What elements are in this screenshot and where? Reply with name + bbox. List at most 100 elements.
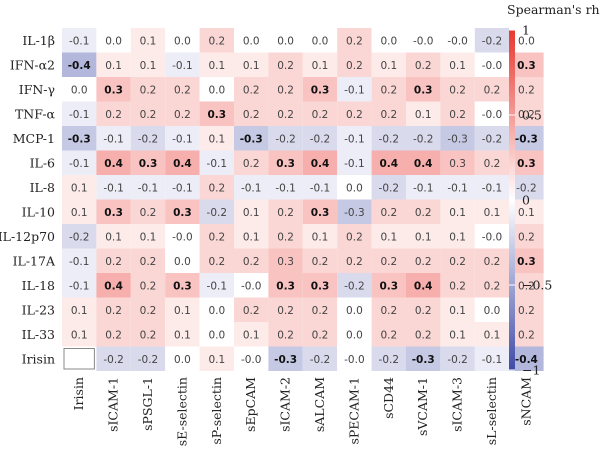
cell-value-label: 0.4: [414, 280, 433, 292]
heatmap-cell: [371, 150, 406, 175]
cell-value-label: 0.1: [312, 231, 329, 243]
heatmap-cell: [406, 175, 441, 200]
cell-value-label: 0.2: [140, 256, 157, 268]
cell-value-label: 0.3: [104, 84, 123, 96]
heatmap-cell: [130, 77, 166, 102]
row-labels: IL-1β IFN-α2 IFN-γ TNF-α MCP-1 IL-6 IL-8 IL-10 I…: [0, 33, 56, 367]
cell-value-label: 0.2: [518, 280, 535, 292]
heatmap-cell: [62, 248, 97, 273]
colorbar-tick-label: 0: [522, 193, 530, 208]
heatmap-cell: [96, 150, 131, 175]
column-label: sALCAM: [312, 377, 327, 432]
cell-value-label: 0.2: [243, 84, 260, 96]
cell-value-label: 0.0: [208, 84, 225, 96]
cell-value-label: 0.1: [105, 231, 122, 243]
cell-value-label: -0.1: [447, 182, 468, 194]
cell-value-label: 0.3: [517, 158, 536, 170]
column-label: sE-selectin: [174, 377, 189, 446]
cell-value-label: -0.1: [482, 182, 503, 194]
cell-value-label: -0.2: [275, 133, 296, 145]
heatmap-cell: [199, 224, 234, 249]
cell-value-label: -0.1: [69, 158, 90, 170]
cell-value-label: 0.2: [277, 84, 294, 96]
column-label: sEpCAM: [243, 377, 258, 432]
heatmap-cell: [474, 77, 510, 102]
heatmap-cell: [268, 175, 303, 200]
heatmap-cell: [474, 322, 510, 347]
cell-value-label: -0.0: [241, 280, 262, 292]
cell-value-label: -0.2: [413, 133, 434, 145]
heatmap-cell: [199, 175, 234, 200]
cell-value-label: -0.1: [344, 158, 365, 170]
cell-value-label: 0.2: [449, 84, 466, 96]
cell-value-label: -0.3: [68, 133, 91, 145]
heatmap-cell: [371, 28, 406, 53]
cell-value-label: -0.0: [241, 354, 262, 366]
cell-value-label: 0.2: [174, 84, 191, 96]
cell-value-label: -0.2: [379, 354, 400, 366]
heatmap-cell: [130, 248, 166, 273]
cell-value-label: 0.2: [140, 280, 157, 292]
column-label: sVCAM-1: [415, 377, 430, 436]
cell-value-label: 0.2: [277, 329, 294, 341]
heatmap-cell: [268, 248, 303, 273]
cell-value-label: 0.0: [312, 35, 329, 47]
cell-value-label: 0.3: [311, 280, 330, 292]
heatmap-cell: [406, 101, 441, 126]
heatmap-cell: [62, 126, 97, 151]
heatmap-cell: [268, 77, 303, 102]
cell-value-label: 0.0: [346, 305, 363, 317]
heatmap-cell: [130, 224, 166, 249]
heatmap-cell: [96, 175, 131, 200]
cell-value-label: -0.2: [482, 35, 503, 47]
cell-value-label: 0.2: [346, 231, 363, 243]
heatmap-cell: [474, 273, 510, 298]
column-label: sP-selectin: [209, 377, 224, 445]
heatmap-cell: [406, 297, 441, 322]
cell-value-label: 0.1: [105, 60, 122, 72]
heatmap-cell: [165, 28, 200, 53]
cell-value-label: -0.2: [69, 231, 90, 243]
heatmap-cell: [440, 28, 475, 53]
cell-value-label: 0.2: [312, 329, 329, 341]
cell-value-label: 0.0: [174, 256, 191, 268]
heatmap-cell: [62, 77, 97, 102]
column-label: sPECAM-1: [346, 377, 361, 445]
heatmap-cell: [337, 28, 372, 53]
cell-value-label: 0.2: [174, 109, 191, 121]
heatmap-cell: [302, 224, 338, 249]
cell-value-label: 0.0: [518, 35, 535, 47]
cell-value-label: -0.4: [515, 354, 538, 366]
cell-value-label: 0.2: [346, 35, 363, 47]
heatmap-cell: [371, 224, 406, 249]
heatmap-cell: [371, 77, 406, 102]
cell-value-label: -0.2: [138, 354, 159, 366]
row-label: IL-18: [22, 278, 55, 293]
heatmap-cell: [302, 346, 338, 371]
row-label: TNF-α: [15, 106, 56, 121]
cell-value-label: 0.0: [105, 35, 122, 47]
cell-value-label: 0.4: [414, 158, 433, 170]
heatmap-cell: [130, 150, 166, 175]
heatmap-cell: [337, 52, 372, 77]
heatmap-cell: [234, 199, 269, 224]
cell-value-label: 0.2: [518, 329, 535, 341]
cell-value-label: 0.2: [140, 207, 157, 219]
heatmap-cell: [337, 101, 372, 126]
heatmap-cell: [440, 175, 475, 200]
heatmap-cell: [165, 248, 200, 273]
cell-value-label: -0.3: [447, 133, 468, 145]
heatmap-cell: [302, 199, 338, 224]
colorbar-tick-label: 1: [522, 23, 530, 38]
heatmap-cell: [199, 248, 234, 273]
heatmap-cell: [406, 346, 441, 371]
cell-value-label: 0.2: [415, 60, 432, 72]
cell-value-label: 0.2: [484, 84, 501, 96]
cell-value-label: -0.1: [275, 182, 296, 194]
heatmap-cell: [474, 28, 510, 53]
cell-value-label: 0.2: [449, 256, 466, 268]
row-label: IFN-γ: [19, 82, 55, 97]
heatmap-cell: [130, 322, 166, 347]
cell-value-label: 0.0: [484, 305, 501, 317]
